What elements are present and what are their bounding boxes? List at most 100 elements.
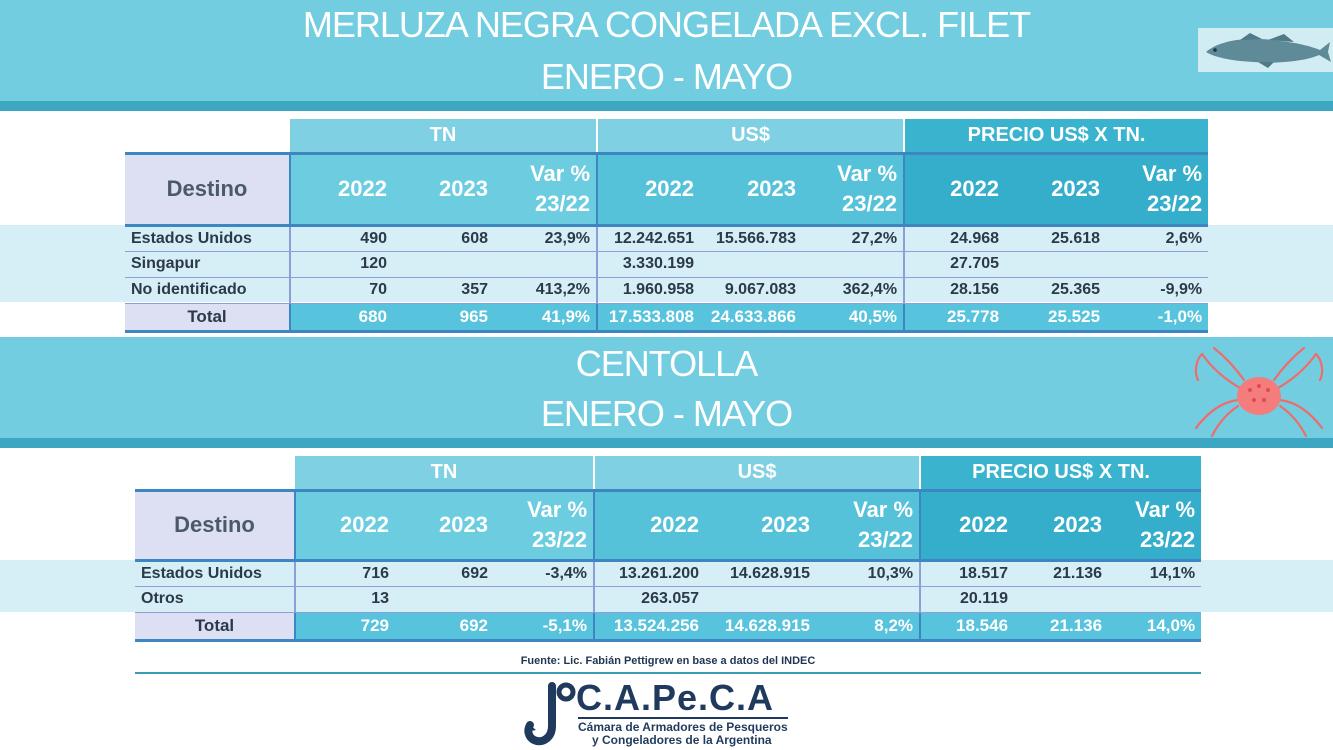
var-label: Var % [1142, 161, 1203, 186]
usd-2023-total: 14.628.915 [705, 612, 817, 642]
tn-var-cell [494, 586, 595, 613]
tn-var-cell: 23,9% [494, 225, 598, 252]
group-price: PRECIO US$ X TN. [919, 456, 1202, 490]
price-var-cell [1106, 251, 1209, 278]
table-row: No identificado 70 357 413,2% 1.960.958 … [125, 277, 1209, 304]
price-var-total: -1,0% [1106, 303, 1209, 333]
tn-2022-total: 729 [295, 612, 395, 642]
price-var-header: Var % 23/22 [1108, 488, 1202, 562]
price-2023-cell: 25.365 [1005, 277, 1107, 304]
usd-2022-cell: 3.330.199 [596, 251, 701, 278]
hook-icon [524, 682, 576, 746]
source-note: Fuente: Lic. Fabián Pettigrew en base a … [520, 655, 816, 667]
usd-2022-total: 13.524.256 [593, 612, 706, 642]
empty-cell [125, 119, 290, 153]
destino-cell: Singapur [125, 251, 291, 278]
price-2023-total: 21.136 [1014, 612, 1109, 642]
var-label: Var % [1135, 497, 1196, 522]
destino-cell: Estados Unidos [125, 225, 291, 252]
tn-var-header: Var % 23/22 [494, 488, 595, 562]
tn-2023-cell [393, 251, 494, 278]
total-row: Total 680 965 41,9% 17.533.808 24.633.86… [125, 303, 1209, 333]
destino-cell: Estados Unidos [135, 560, 296, 587]
section1-title: MERLUZA NEGRA CONGELADA EXCL. FILET [302, 4, 1031, 45]
var-period: 23/22 [1147, 191, 1203, 216]
usd-2023-cell [705, 586, 817, 613]
tn-2023-total: 965 [393, 303, 494, 333]
tn-2023-header: 2023 [393, 151, 494, 227]
group-tn: TN [295, 456, 595, 490]
fish-icon [1198, 28, 1333, 72]
usd-var-cell [802, 251, 905, 278]
usd-2022-cell: 1.960.958 [596, 277, 701, 304]
tn-2022-cell: 70 [290, 277, 393, 304]
var-period: 23/22 [841, 191, 898, 216]
table-row: Otros 13 263.057 20.119 [135, 586, 1202, 613]
usd-var-cell [816, 586, 921, 613]
var-period: 23/22 [1140, 527, 1196, 552]
price-2023-cell: 25.618 [1005, 225, 1107, 252]
empty-cell [135, 456, 295, 490]
price-2023-cell [1014, 586, 1109, 613]
tn-2023-cell: 692 [395, 560, 494, 587]
table-row: Estados Unidos 716 692 -3,4% 13.261.200 … [135, 560, 1202, 587]
usd-2023-total: 24.633.866 [700, 303, 803, 333]
tn-var-cell [494, 251, 598, 278]
group-header-row: TN US$ PRECIO US$ X TN. [125, 119, 1209, 153]
price-2022-header: 2022 [903, 151, 1006, 227]
group-usd: US$ [596, 119, 905, 153]
destino-cell: No identificado [125, 277, 291, 304]
group-price: PRECIO US$ X TN. [903, 119, 1209, 153]
tn-2023-cell: 357 [393, 277, 494, 304]
tn-2022-cell: 120 [290, 251, 393, 278]
price-2022-cell: 20.119 [919, 586, 1015, 613]
usd-var-total: 8,2% [816, 612, 921, 642]
column-header-row: Destino 2022 2023 Var % 23/22 2022 2023 V… [125, 151, 1209, 227]
usd-2023-cell: 15.566.783 [700, 225, 803, 252]
tn-2022-total: 680 [290, 303, 393, 333]
var-label: Var % [530, 161, 591, 186]
price-var-header: Var % 23/22 [1106, 151, 1209, 227]
section2-table: TN US$ PRECIO US$ X TN. Destino 2022 202… [135, 456, 1202, 642]
price-2023-header: 2023 [1014, 488, 1109, 562]
tn-var-cell: -3,4% [494, 560, 595, 587]
usd-2023-header: 2023 [705, 488, 817, 562]
usd-var-header: Var % 23/22 [816, 488, 921, 562]
tn-2022-header: 2022 [295, 488, 395, 562]
price-var-cell: 2,6% [1106, 225, 1209, 252]
price-2022-cell: 27.705 [903, 251, 1006, 278]
tn-var-total: -5,1% [494, 612, 595, 642]
usd-var-cell: 10,3% [816, 560, 921, 587]
footer-divider [135, 672, 1201, 674]
price-2023-cell: 21.136 [1014, 560, 1109, 587]
tn-2022-cell: 490 [290, 225, 393, 252]
total-row: Total 729 692 -5,1% 13.524.256 14.628.91… [135, 612, 1202, 642]
usd-2022-total: 17.533.808 [596, 303, 701, 333]
usd-2022-cell: 12.242.651 [596, 225, 701, 252]
tn-2022-cell: 13 [295, 586, 395, 613]
tn-var-cell: 413,2% [494, 277, 598, 304]
price-var-cell [1108, 586, 1202, 613]
tn-2023-header: 2023 [395, 488, 494, 562]
tn-2023-cell [395, 586, 494, 613]
destino-header: Destino [125, 151, 291, 227]
usd-2023-header: 2023 [700, 151, 803, 227]
tn-var-total: 41,9% [494, 303, 598, 333]
usd-2023-cell [700, 251, 803, 278]
usd-var-cell: 27,2% [802, 225, 905, 252]
usd-2022-cell: 13.261.200 [593, 560, 706, 587]
var-period: 23/22 [534, 191, 591, 216]
table-row: Estados Unidos 490 608 23,9% 12.242.651 … [125, 225, 1209, 252]
price-var-cell: -9,9% [1106, 277, 1209, 304]
price-2023-total: 25.525 [1005, 303, 1107, 333]
usd-2022-header: 2022 [593, 488, 706, 562]
usd-2022-cell: 263.057 [593, 586, 706, 613]
price-var-total: 14,0% [1108, 612, 1202, 642]
crab-icon [1194, 346, 1324, 438]
tn-2022-cell: 716 [295, 560, 395, 587]
destino-cell: Otros [135, 586, 296, 613]
usd-var-total: 40,5% [802, 303, 905, 333]
destino-header: Destino [135, 488, 296, 562]
total-label: Total [135, 612, 296, 642]
table-row: Singapur 120 3.330.199 27.705 [125, 251, 1209, 278]
